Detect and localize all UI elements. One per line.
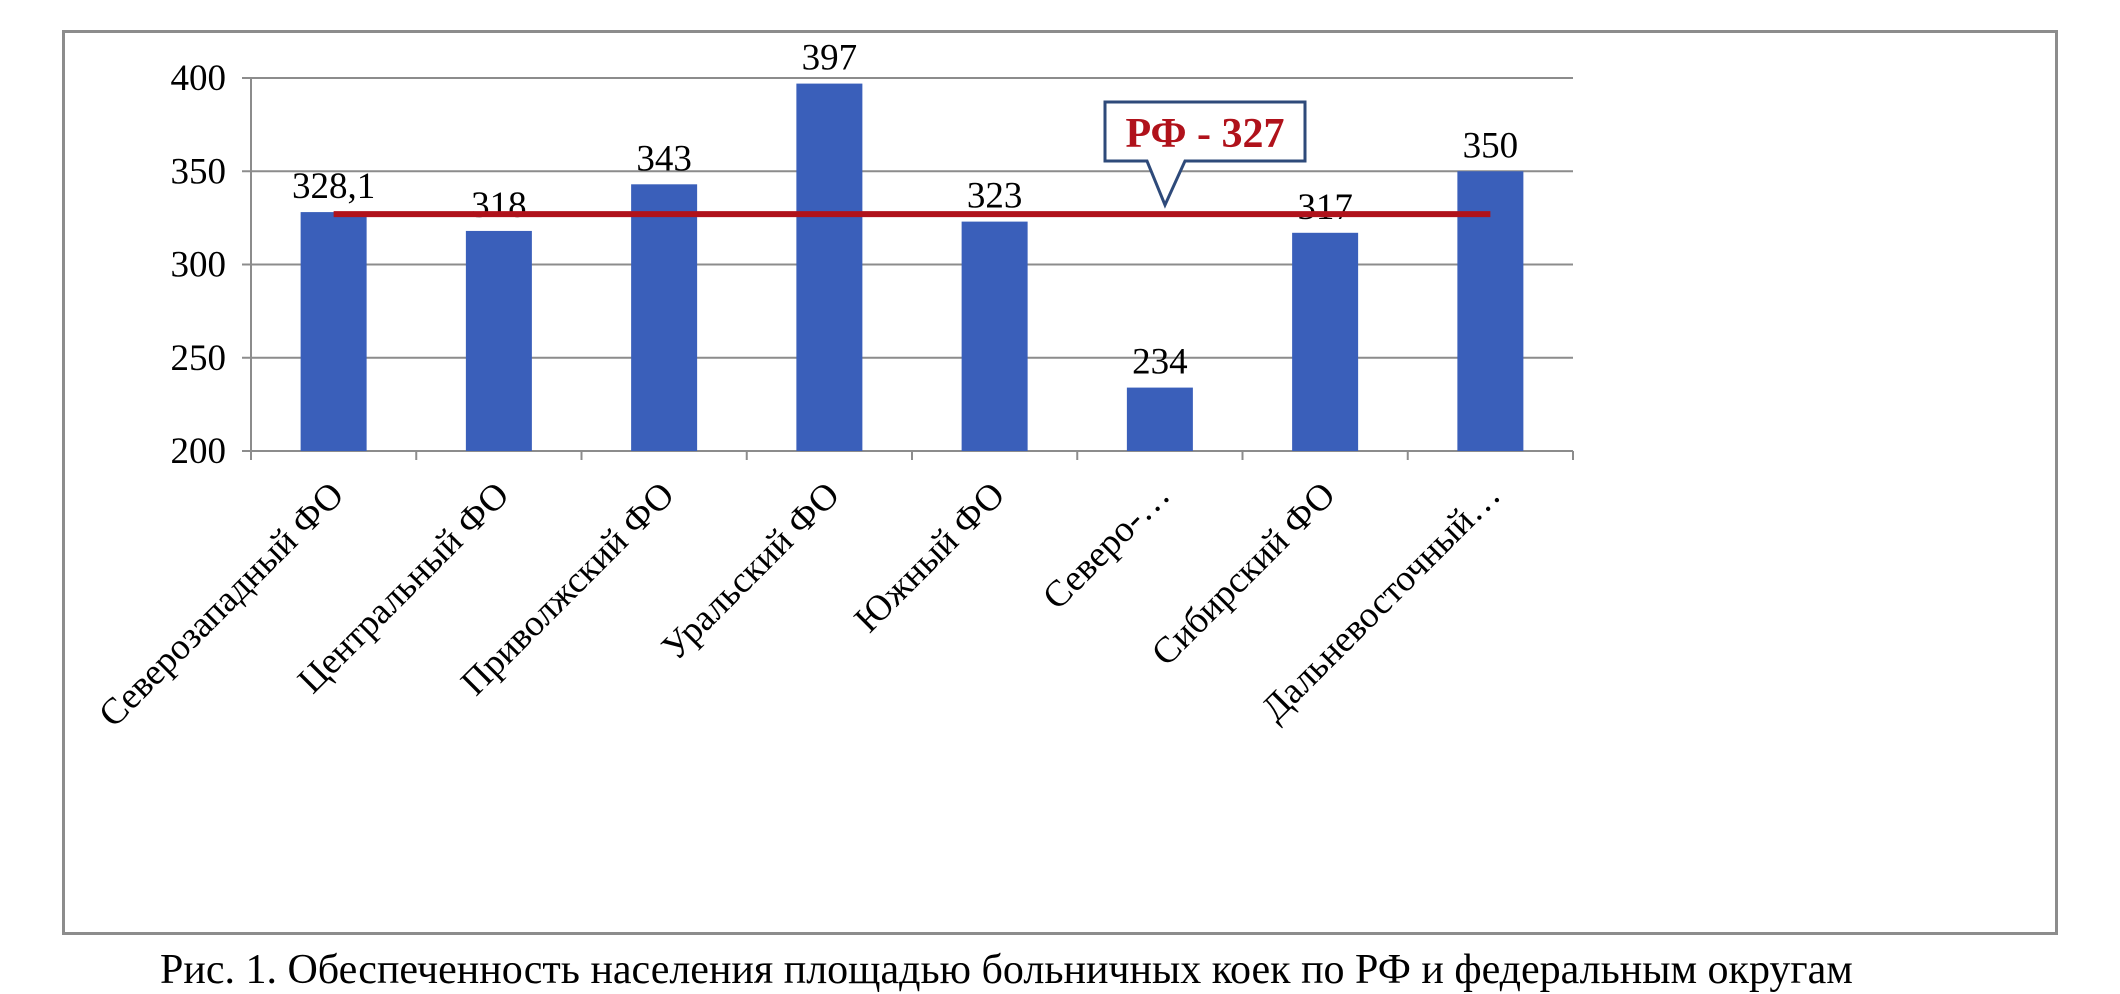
- y-tick-label: 300: [171, 245, 227, 286]
- y-tick-label: 400: [171, 58, 227, 99]
- data-label: 234: [1132, 342, 1188, 383]
- bar: [1457, 171, 1524, 451]
- bar: [300, 212, 367, 451]
- figure-caption: Рис. 1. Обеспеченность населения площадь…: [160, 947, 1853, 993]
- category-label: Северо-…: [1035, 474, 1178, 617]
- y-tick-label: 350: [171, 151, 227, 192]
- y-tick-label: 200: [171, 431, 227, 472]
- chart-frame: 200 250 300 350 400 328,1 318 343 397 323 234 317 3…: [62, 30, 2058, 935]
- bar: [465, 230, 532, 451]
- bar: [631, 184, 698, 451]
- bar: [961, 221, 1028, 451]
- y-tick-label: 250: [171, 338, 227, 379]
- data-label: 317: [1297, 187, 1353, 228]
- data-label: 343: [636, 138, 692, 179]
- data-label: 397: [802, 38, 858, 79]
- data-label: 350: [1463, 125, 1519, 166]
- data-label: 318: [471, 185, 527, 226]
- data-label: 323: [967, 176, 1023, 217]
- reference-callout-label: РФ - 327: [1126, 111, 1285, 157]
- bar: [1292, 232, 1359, 451]
- axes: 200 250 300 350 400: [171, 58, 1574, 472]
- category-label: Южный ФО: [847, 474, 1013, 640]
- data-labels: 328,1 318 343 397 323 234 317 350: [292, 38, 1518, 383]
- bar: [1126, 387, 1193, 451]
- bar: [796, 83, 863, 451]
- callout-bubble: [1103, 100, 1307, 209]
- data-label: 328,1: [292, 166, 375, 207]
- reference-callout: РФ - 327: [1103, 100, 1307, 209]
- category-label: Уральский ФО: [654, 474, 848, 668]
- bars: [300, 83, 1524, 451]
- gridlines: [251, 77, 1573, 359]
